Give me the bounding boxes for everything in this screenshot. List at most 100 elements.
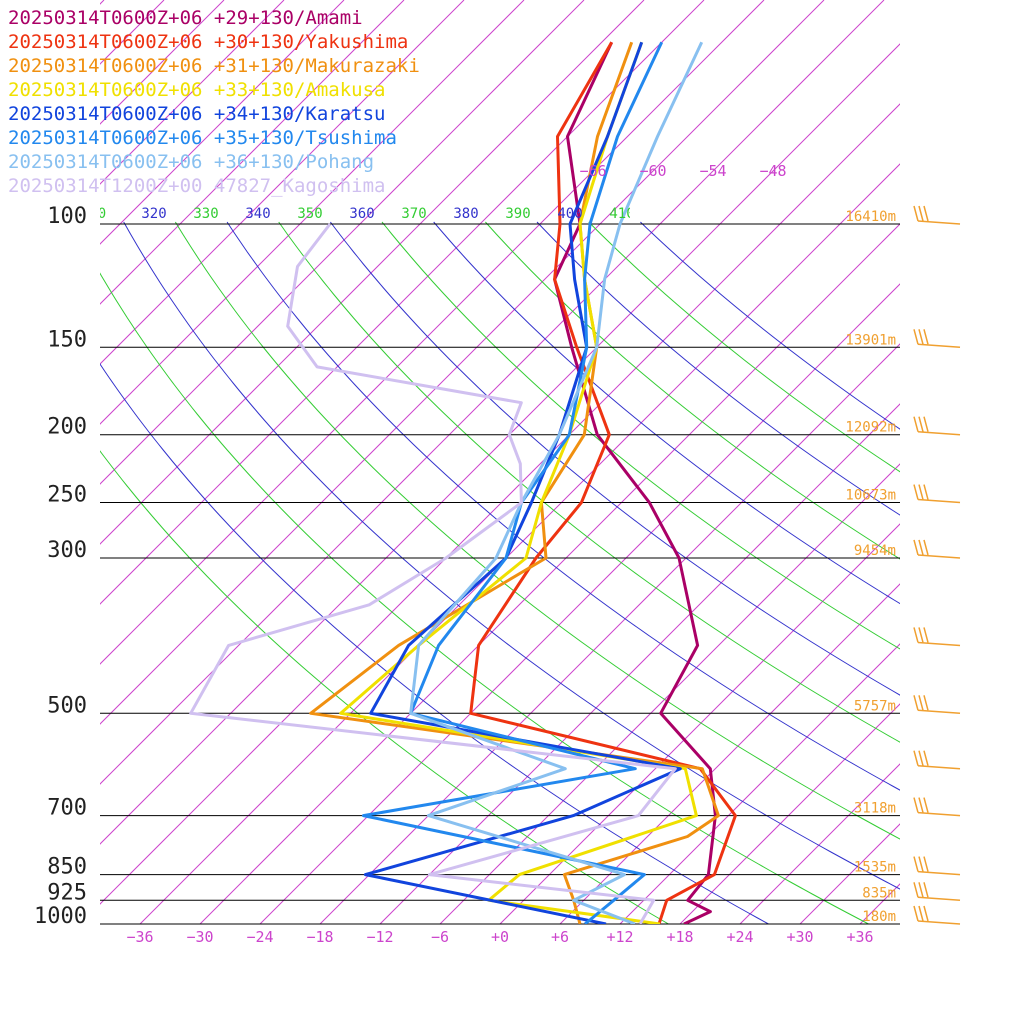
dry-adiabat-line [100,272,869,924]
isotherm-line [319,343,900,924]
wind-barbs [913,205,961,925]
theta-label: 350 [297,206,322,222]
isotherm-line [139,163,900,924]
wind-barb [913,750,961,770]
temperature-tick-label: −12 [366,928,393,946]
isotherm-line [199,223,900,924]
isotherm-line [100,0,885,785]
theta-label: 330 [193,206,218,222]
height-label: 10673m [845,488,896,504]
dry-adiabat-line [536,221,900,516]
isotherm-line [100,0,585,485]
isotherm-label: −60 [639,162,666,180]
pressure-level-label: 1000 [34,904,87,929]
wind-barb [913,882,961,902]
temperature-tick-label: +18 [666,928,693,946]
temperature-tick-label: +12 [606,928,633,946]
isotherm-line [100,0,525,425]
pressure-level-label: 500 [47,693,87,718]
pressure-level-label: 300 [47,538,87,563]
legend-entry: 20250314T1200Z+00 47827_Kagoshima [8,175,386,197]
theta-label: 340 [245,206,270,222]
theta-label: 400 [557,206,582,222]
theta-label: 370 [401,206,426,222]
height-label: 9454m [854,543,896,559]
height-label: 180m [862,909,896,925]
height-label: 835m [862,885,896,901]
isotherm-line [799,823,900,924]
height-label: 13901m [845,332,896,348]
temperature-tick-label: −24 [246,928,273,946]
wind-barb [913,905,961,925]
pressure-level-label: 100 [47,204,87,229]
isotherm-line [100,0,345,245]
wind-barb [913,856,961,876]
isobar-lines [100,223,900,925]
theta-label: 0 [98,206,106,222]
temperature-tick-label: −36 [126,928,153,946]
dry-adiabat-line [100,363,769,924]
isotherm-line [619,643,900,924]
isotherm-label: −48 [759,162,786,180]
isotherm-line [980,0,1024,924]
isotherm-line [259,283,900,924]
pressure-level-label: 200 [47,415,87,440]
temperature-tick-label: +0 [491,928,509,946]
pressure-level-label: 150 [47,327,87,352]
isotherm-line [100,0,465,365]
isotherm-line [679,703,900,924]
temperature-tick-label: −6 [431,928,449,946]
theta-label: 390 [505,206,530,222]
wind-barb [913,416,961,436]
theta-label: 380 [453,206,478,222]
wind-barb [913,329,961,349]
dry-adiabat-line [330,221,900,696]
dry-adiabat-line [278,221,900,743]
dry-adiabat-line [640,221,900,430]
isotherm-line [100,0,285,185]
theta-label: 360 [349,206,374,222]
theta-label: 320 [141,206,166,222]
dry-adiabat-lines [100,221,900,924]
wind-barb [913,627,961,647]
pressure-level-label: 925 [47,880,87,905]
isotherm-line [439,463,900,924]
temperature-tick-label: +36 [846,928,873,946]
legend: 20250314T0600Z+06 +29+130/Amami20250314T… [8,7,420,197]
isotherm-line [100,103,900,905]
sounding-series [189,41,737,924]
theta-label: 410 [609,206,634,222]
wind-barb [913,797,961,817]
dry-adiabat-line [100,450,669,924]
series-line [363,41,682,924]
series-line [553,41,717,924]
series-line [339,41,698,924]
height-label: 16410m [845,209,896,225]
isotherm-line [100,43,900,845]
series-line [469,41,737,924]
dry-adiabat-line [485,221,900,560]
temperature-tick-label: +24 [726,928,753,946]
isotherm-line [559,583,900,924]
isotherm-lines [100,0,1024,924]
dry-adiabat-line [433,221,900,605]
pressure-level-label: 700 [47,796,87,821]
isotherm-label: −66 [579,162,606,180]
height-label: 5757m [854,698,896,714]
legend-entry: 20250314T0600Z+06 +30+130/Yakushima [8,31,408,53]
pressure-level-label: 850 [47,855,87,880]
dry-adiabat-line [588,221,900,473]
height-label: 1535m [854,860,896,876]
legend-entry: 20250314T0600Z+06 +31+130/Makurazaki [8,55,420,77]
pressure-level-label: 250 [47,483,87,508]
temperature-tick-label: −18 [306,928,333,946]
temperature-tick-label: −30 [186,928,213,946]
isotherm-line [499,523,900,924]
legend-entry: 20250314T0600Z+06 +35+130/Tsushima [8,127,397,149]
isotherm-line [100,0,705,605]
series-line [361,41,664,924]
wind-barb [913,205,961,225]
isotherm-line [920,0,1024,924]
isotherm-line [100,0,405,305]
